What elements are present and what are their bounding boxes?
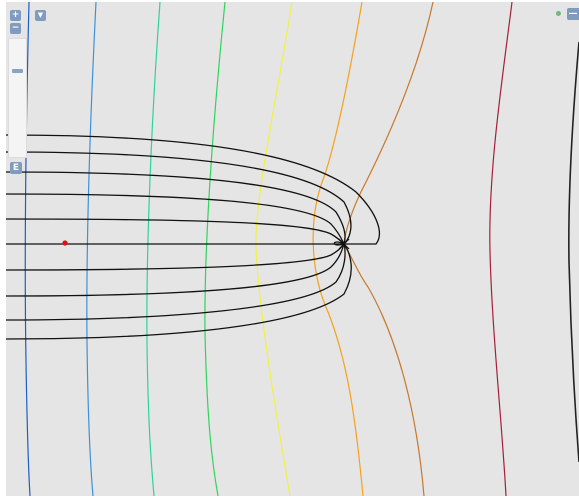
export-icon: E xyxy=(12,162,20,173)
field-line-1 xyxy=(6,151,352,245)
panel-toggle-button[interactable]: — xyxy=(567,8,579,20)
equipotential-line-3 xyxy=(146,2,161,496)
field-line-4 xyxy=(6,218,345,245)
zoom-out-icon: − xyxy=(11,23,20,33)
menu-dropdown-icon: ▼ xyxy=(37,11,44,19)
equipotential-line-9 xyxy=(568,41,579,463)
panel-toggle-icon: — xyxy=(568,8,578,19)
export-button[interactable]: E xyxy=(10,162,22,174)
zoom-out-button[interactable]: − xyxy=(10,23,21,34)
field-line-3 xyxy=(6,193,345,245)
equipotential-line-5 xyxy=(255,2,293,496)
zoom-in-icon: + xyxy=(11,10,20,20)
field-line-6 xyxy=(6,243,345,297)
menu-dropdown-button[interactable]: ▼ xyxy=(35,10,46,21)
saddle-point-marker xyxy=(338,238,350,250)
field-line-2 xyxy=(6,171,346,245)
equipotential-line-2 xyxy=(86,2,97,496)
legend-dot-icon xyxy=(556,11,561,16)
charge-point[interactable] xyxy=(62,240,68,246)
field-line-loop-right xyxy=(333,241,345,246)
zoom-handle-icon[interactable] xyxy=(12,69,23,73)
field-line-8 xyxy=(6,243,352,340)
field-line-outer-loop xyxy=(6,134,380,245)
equipotential-line-8 xyxy=(489,2,513,496)
zoom-in-button[interactable]: + xyxy=(10,10,21,21)
field-line-7 xyxy=(6,243,346,321)
equipotential-line-7 xyxy=(343,2,434,496)
equipotential-line-6 xyxy=(312,2,364,496)
plot-area[interactable] xyxy=(6,2,579,496)
equipotential-line-4 xyxy=(204,2,226,496)
zoom-slider[interactable] xyxy=(8,38,27,158)
field-line-5 xyxy=(6,243,345,271)
field-plot[interactable] xyxy=(6,2,579,496)
